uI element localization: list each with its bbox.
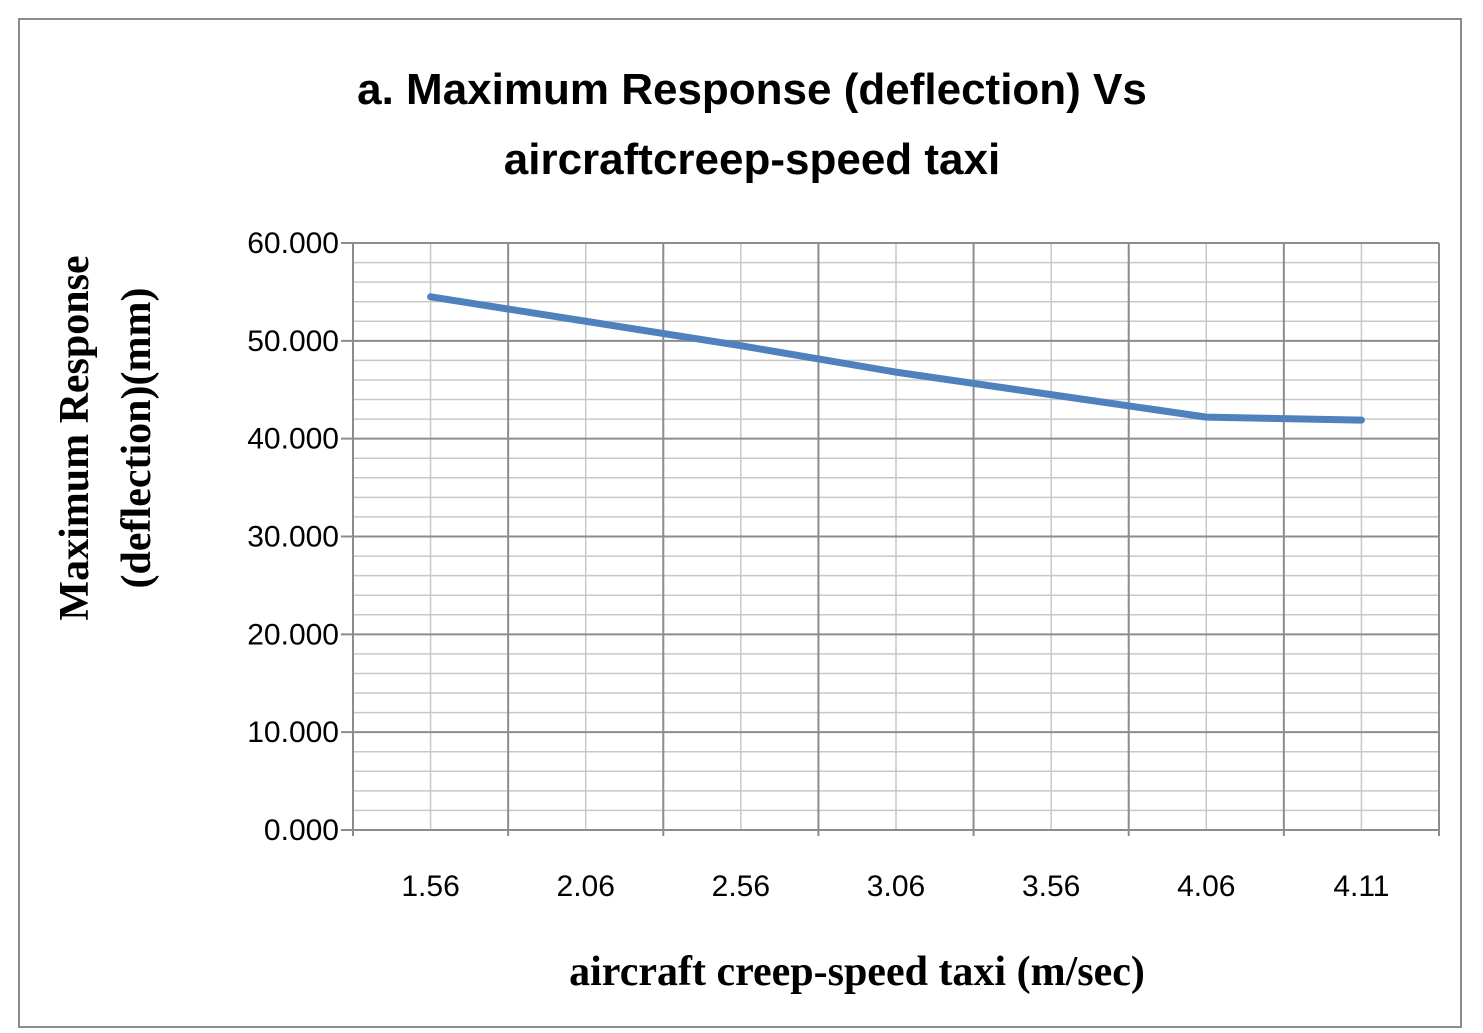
x-axis-title: aircraft creep-speed taxi (m/sec): [569, 949, 1145, 995]
y-axis-title-line-1: Maximum Response: [52, 255, 98, 620]
axes: [352, 243, 1439, 831]
chart-title-line-2: aircraftcreep-speed taxi: [504, 135, 1000, 184]
tick-labels: 0.000 10.000 20.000 30.000 40.000 50.000 60.00…: [247, 227, 1389, 903]
x-tick-label: 3.06: [867, 870, 925, 903]
grid-lines: [341, 242, 1440, 836]
series-lines: [427, 293, 1365, 424]
chart-title-line-1: a. Maximum Response (deflection) Vs: [357, 65, 1147, 114]
x-tick-label: 4.06: [1177, 870, 1235, 903]
x-tick-label: 4.11: [1333, 870, 1389, 903]
y-tick-label: 30.000: [247, 521, 339, 554]
series-line: [427, 293, 1365, 424]
x-tick-label: 2.06: [557, 870, 615, 903]
chart-frame: [18, 18, 1462, 1028]
y-tick-label: 0.000: [264, 814, 339, 847]
x-tick-label: 1.56: [401, 870, 459, 903]
y-axis-title-line-2: (deflection)(mm): [114, 288, 160, 589]
x-tick-label: 3.56: [1022, 870, 1080, 903]
x-tick-label: 2.56: [712, 870, 770, 903]
y-tick-label: 40.000: [247, 423, 339, 456]
y-tick-label: 60.000: [247, 227, 339, 260]
y-tick-label: 20.000: [247, 618, 339, 651]
y-tick-label: 50.000: [247, 325, 339, 358]
y-tick-label: 10.000: [247, 716, 339, 749]
